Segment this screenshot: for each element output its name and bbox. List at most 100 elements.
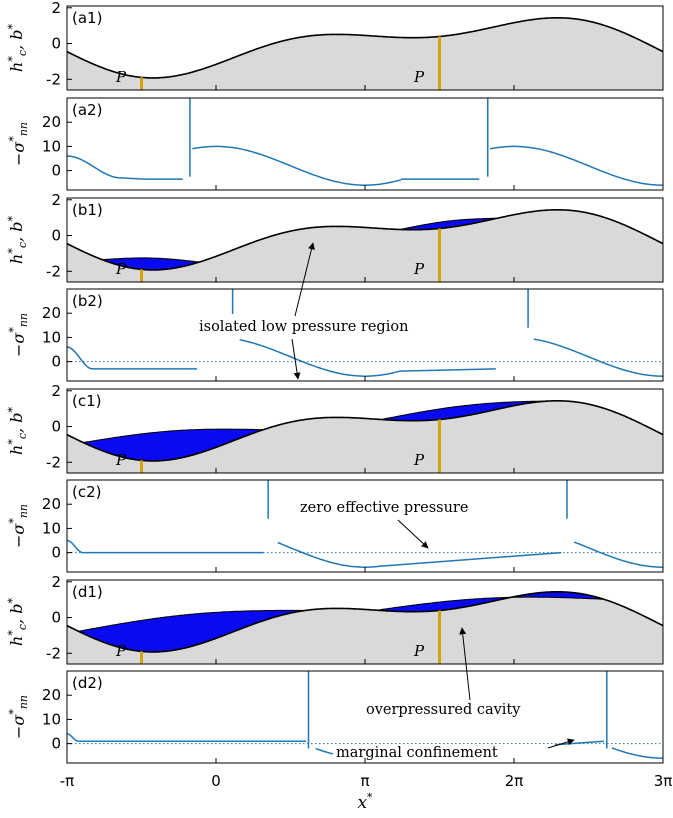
panel-label-b1: (b1)	[72, 201, 103, 219]
ytick-label-b2-1: 10	[42, 328, 61, 346]
annotation-arrow-c2	[397, 519, 429, 549]
marker-label-c1-2: P	[413, 451, 425, 469]
stress-curve-a2-3	[487, 98, 663, 186]
plot-area-b2	[67, 289, 663, 377]
bed-area-d1	[67, 591, 663, 664]
bed-line-b1	[67, 209, 663, 271]
svg-text:−σ*nn: −σ*nn	[7, 122, 30, 166]
panel-label-d1: (d1)	[72, 583, 103, 601]
ylabel-c1: h*c, b*	[6, 407, 29, 455]
ytick-label-d1-2: -2	[46, 644, 61, 662]
marker-label-b1-1: P	[115, 260, 127, 278]
ylabel-a1: h*c, b*	[6, 24, 29, 72]
plot-area-c1	[67, 400, 663, 473]
annotation-arrow-b2-up	[294, 242, 315, 317]
marker-label-d1-2: P	[413, 642, 425, 660]
ylabel-b2: −σ*nn	[7, 313, 30, 357]
ytick-label-d1-1: 0	[51, 609, 61, 627]
xtick-label-0: -π	[60, 772, 74, 790]
panel-label-b2: (b2)	[72, 292, 103, 310]
svg-text:−σ*nn: −σ*nn	[7, 313, 30, 357]
x-axis-label: x*	[357, 791, 373, 813]
svg-text:h*c, b*: h*c, b*	[6, 598, 29, 646]
annotation-bg-b2	[196, 314, 374, 338]
x-axis-ticks: -π 0 π 2π 3π	[60, 772, 673, 790]
ytick-label-c2-0: 20	[42, 495, 61, 513]
ylabel-d2: −σ*nn	[7, 695, 30, 739]
panel-a2: (a2) −σ*nn 20 10 0	[7, 97, 664, 191]
xtick-label-3: 2π	[505, 772, 524, 790]
svg-text:h*c, b*: h*c, b*	[6, 24, 29, 72]
panel-label-d2: (d2)	[72, 674, 103, 692]
plot-area-a1	[67, 17, 663, 90]
annotation-arrow-d2-1	[459, 627, 471, 701]
panel-c1: (c1) P P h*c, b* 2 0 -2	[6, 382, 664, 474]
panel-label-a1: (a1)	[72, 9, 102, 27]
marker-label-a1-2: P	[413, 68, 425, 86]
annotation-b2: isolated low pressure region	[199, 319, 408, 335]
annotation-arrow-b2-down	[291, 338, 301, 380]
ytick-label-a1-2: -2	[46, 70, 61, 88]
panel-label-a2: (a2)	[72, 101, 102, 119]
panel-label-c1: (c1)	[72, 392, 102, 410]
stress-curve-b2-0	[67, 346, 198, 370]
bed-line-c1	[67, 400, 663, 462]
ytick-label-b2-2: 0	[51, 353, 61, 371]
ytick-label-d2-2: 0	[51, 735, 61, 753]
marker-label-a1-1: P	[115, 68, 127, 86]
axes-frame-a2	[66, 97, 664, 191]
stress-curve-b2-2	[527, 289, 663, 377]
plot-area-b1	[67, 209, 663, 282]
bed-line-a1	[67, 17, 663, 79]
ytick-label-a2-2: 0	[51, 162, 61, 180]
marker-label-b1-2: P	[413, 260, 425, 278]
bed-line-d1	[67, 591, 663, 653]
xtick-label-4: 3π	[654, 772, 673, 790]
annotation-bg-d2	[333, 744, 555, 760]
ytick-label-d2-1: 10	[42, 710, 61, 728]
ylabel-d1: h*c, b*	[6, 598, 29, 646]
stress-curve-d2-2	[606, 671, 663, 759]
annotation-arrow-d2-2	[547, 738, 575, 749]
ytick-label-a2-1: 10	[42, 137, 61, 155]
panel-b2: (b2) isolated low pressure region −σ*nn …	[7, 242, 664, 382]
panel-label-c2: (c2)	[72, 483, 102, 501]
ytick-label-b1-2: -2	[46, 262, 61, 280]
ytick-label-c1-1: 0	[51, 418, 61, 436]
panel-d1: (d1) P P h*c, b* 2 0 -2	[6, 573, 664, 665]
annotation-d2-1: overpressured cavity	[366, 702, 521, 718]
plot-area-c2	[67, 480, 663, 568]
panel-c2: (c2) zero effective pressure −σ*nn 20 10 0	[7, 479, 664, 573]
marker-label-c1-1: P	[115, 451, 127, 469]
ylabel-c2: −σ*nn	[7, 504, 30, 548]
panel-d2: (d2) overpressured cavity marginal confi…	[7, 627, 664, 764]
annotation-d2-2: marginal confinement	[336, 745, 498, 761]
xtick-label-1: 0	[211, 772, 221, 790]
ytick-label-b1-1: 0	[51, 227, 61, 245]
marker-label-d1-1: P	[115, 642, 127, 660]
ytick-label-b2-0: 20	[42, 304, 61, 322]
annotation-c2: zero effective pressure	[300, 500, 468, 516]
ylabel-b1: h*c, b*	[6, 216, 29, 264]
ytick-label-d2-0: 20	[42, 686, 61, 704]
svg-text:−σ*nn: −σ*nn	[7, 695, 30, 739]
plot-area-a2	[67, 98, 663, 186]
bed-area-c1	[67, 400, 663, 473]
ytick-label-b1-0: 2	[51, 191, 61, 209]
ytick-label-a2-0: 20	[42, 113, 61, 131]
svg-text:x*: x*	[357, 791, 373, 813]
stress-curve-c2-1	[267, 480, 562, 568]
ytick-label-c1-2: -2	[46, 453, 61, 471]
svg-text:h*c, b*: h*c, b*	[6, 216, 29, 264]
ytick-label-a1-1: 0	[51, 35, 61, 53]
bed-area-b1	[67, 209, 663, 282]
ylabel-a2: −σ*nn	[7, 122, 30, 166]
ytick-label-d1-0: 2	[51, 573, 61, 591]
stress-curve-a2-0	[67, 155, 183, 180]
panel-b1: (b1) P P h*c, b* 2 0 -2	[6, 191, 664, 283]
stress-curve-c2-2	[566, 480, 663, 568]
bed-area-a1	[67, 17, 663, 90]
svg-text:−σ*nn: −σ*nn	[7, 504, 30, 548]
xtick-label-2: π	[360, 772, 369, 790]
plot-area-d1	[67, 591, 663, 664]
